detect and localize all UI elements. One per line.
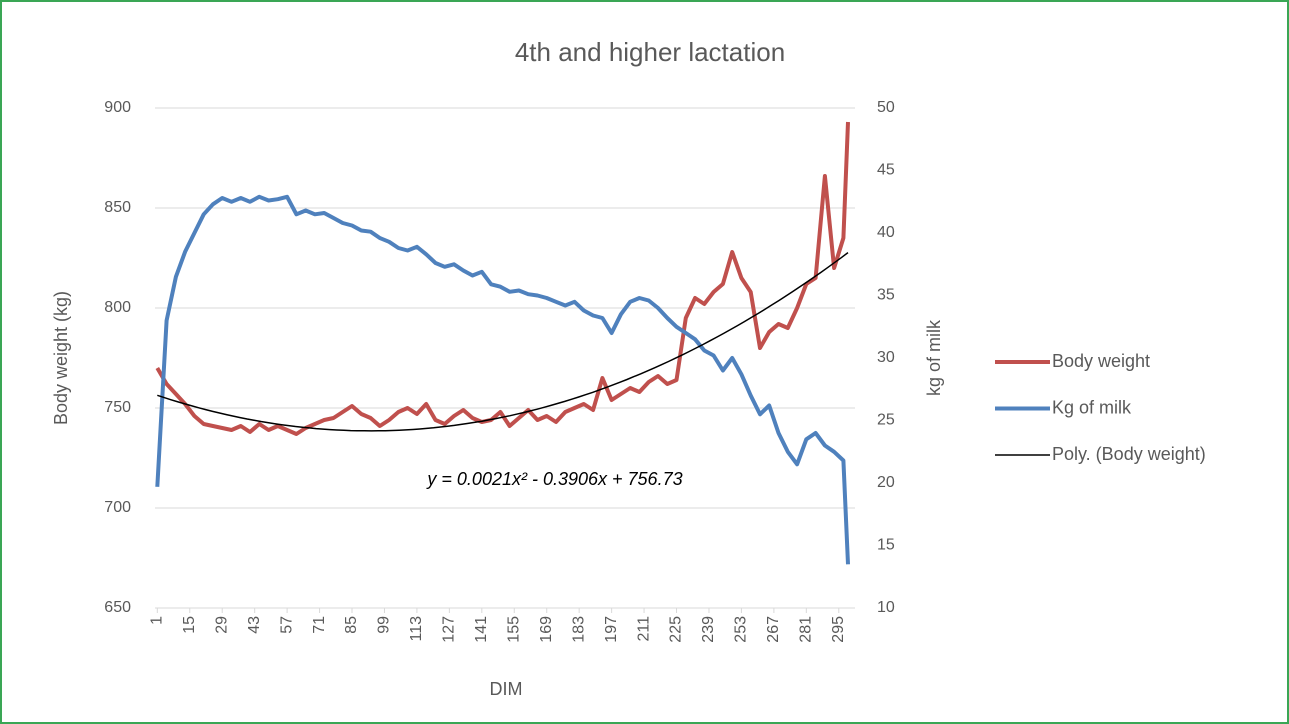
legend-label: Poly. (Body weight) xyxy=(1052,444,1206,464)
x-tick-label: 43 xyxy=(246,616,263,634)
x-axis-title: DIM xyxy=(490,679,523,699)
y2-tick-label: 25 xyxy=(877,412,895,429)
y-tick-label: 800 xyxy=(104,299,131,316)
x-tick-label: 239 xyxy=(700,616,717,643)
x-tick-label: 253 xyxy=(733,616,750,643)
x-tick-label: 295 xyxy=(830,616,847,643)
trend-equation: y = 0.0021x² - 0.3906x + 756.73 xyxy=(425,469,682,489)
x-tick-label: 113 xyxy=(408,616,425,642)
y2-tick-label: 45 xyxy=(877,162,895,179)
y2-tick-label: 50 xyxy=(877,99,895,116)
y2-tick-label: 35 xyxy=(877,287,895,304)
x-tick-label: 15 xyxy=(181,616,198,634)
chart-title: 4th and higher lactation xyxy=(515,37,785,67)
y2-tick-label: 30 xyxy=(877,349,895,366)
x-tick-label: 85 xyxy=(343,616,360,634)
y2-tick-label: 15 xyxy=(877,537,895,554)
legend-label: Body weight xyxy=(1052,351,1150,371)
series-line xyxy=(155,194,850,565)
y-axis-title: Body weight (kg) xyxy=(51,291,71,425)
y-tick-label: 900 xyxy=(104,99,131,116)
y2-tick-label: 20 xyxy=(877,474,895,491)
x-tick-label: 225 xyxy=(668,616,685,643)
x-tick-label: 29 xyxy=(213,616,230,634)
x-tick-label: 141 xyxy=(473,616,490,643)
x-tick-label: 71 xyxy=(311,616,328,634)
y2-tick-label: 10 xyxy=(877,599,895,616)
x-tick-label: 267 xyxy=(765,616,782,643)
y-tick-label: 750 xyxy=(104,399,131,416)
x-tick-label: 57 xyxy=(278,616,295,634)
x-tick-label: 169 xyxy=(538,616,555,643)
series-line xyxy=(155,121,850,436)
trend-line xyxy=(157,252,849,432)
y-tick-label: 650 xyxy=(104,599,131,616)
x-tick-label: 1 xyxy=(149,616,166,625)
x-tick-label: 155 xyxy=(505,616,522,643)
x-tick-label: 99 xyxy=(376,616,393,634)
legend-label: Kg of milk xyxy=(1052,397,1132,417)
y-tick-label: 700 xyxy=(104,499,131,516)
y-tick-label: 850 xyxy=(104,199,131,216)
y2-axis-title: kg of milk xyxy=(924,319,944,396)
x-tick-label: 211 xyxy=(635,616,652,642)
x-tick-label: 281 xyxy=(798,616,815,643)
x-tick-label: 197 xyxy=(603,616,620,643)
x-tick-label: 183 xyxy=(570,616,587,643)
y2-tick-label: 40 xyxy=(877,224,895,241)
x-tick-label: 127 xyxy=(441,616,458,643)
